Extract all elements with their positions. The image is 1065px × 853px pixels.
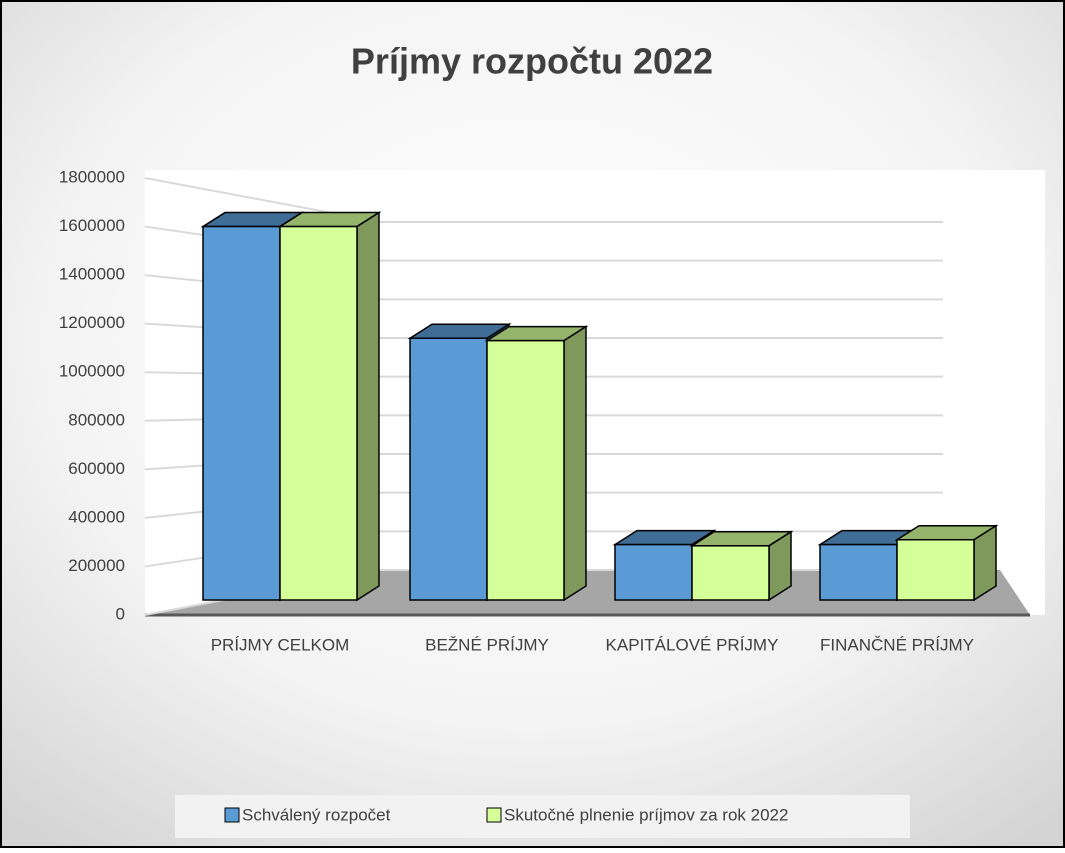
bar [279, 225, 358, 601]
y-tick-label: 1000000 [59, 362, 125, 381]
legend-swatch [224, 807, 240, 823]
bar [819, 543, 898, 601]
bar [202, 225, 281, 601]
y-tick-label: 0 [116, 604, 125, 623]
bar [691, 545, 770, 601]
bar [409, 337, 488, 601]
x-tick-label: PRÍJMY CELKOM [211, 635, 350, 654]
x-tick-label: FINANČNÉ PRÍJMY [820, 635, 974, 654]
bar [486, 339, 565, 601]
y-tick-label: 1200000 [59, 313, 125, 332]
bar-side [563, 325, 587, 602]
x-tick-label: KAPITÁLOVÉ PRÍJMY [606, 635, 779, 654]
y-tick-label: 200000 [68, 556, 125, 575]
chart-title: Príjmy rozpočtu 2022 [351, 41, 713, 82]
y-tick-label: 1600000 [59, 216, 125, 235]
legend-label: Schválený rozpočet [242, 805, 391, 824]
legend-swatch [486, 807, 502, 823]
legend-label: Skutočné plnenie príjmov za rok 2022 [504, 805, 788, 824]
bar-side [973, 524, 997, 602]
y-tick-label: 1800000 [59, 167, 125, 186]
bar [614, 543, 693, 601]
bar-side [356, 211, 380, 602]
x-tick-label: BEŽNÉ PRÍJMY [425, 635, 549, 654]
bar [896, 538, 975, 601]
y-tick-label: 600000 [68, 459, 125, 478]
legend [175, 795, 910, 838]
y-tick-label: 400000 [68, 507, 125, 526]
y-tick-label: 1400000 [59, 265, 125, 284]
y-tick-label: 800000 [68, 410, 125, 429]
